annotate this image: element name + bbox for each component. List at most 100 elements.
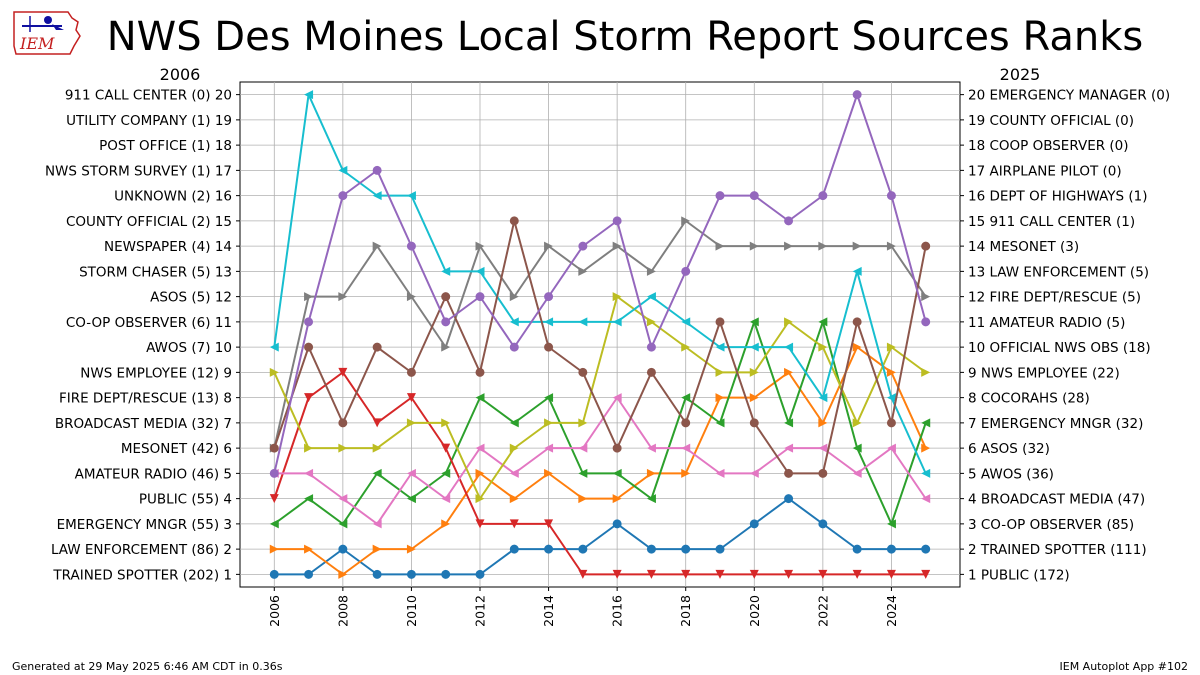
series-4 (269, 393, 931, 529)
data-point (886, 342, 896, 352)
series-7 (269, 90, 931, 478)
data-point (646, 317, 656, 327)
data-point (372, 418, 382, 428)
data-point (304, 443, 314, 453)
data-point (304, 468, 314, 478)
data-point (921, 569, 931, 579)
chart-title: NWS Des Moines Local Storm Report Source… (106, 14, 1144, 60)
data-point (578, 494, 588, 504)
data-point (784, 468, 794, 478)
data-point (406, 569, 416, 579)
series-line (274, 396, 927, 525)
left-rank-label: COUNTY OFFICIAL (2) 15 (66, 214, 232, 230)
data-point (372, 569, 382, 579)
data-point (509, 317, 519, 327)
x-tick-label: 2014 (541, 595, 556, 627)
right-rank-label: 16 DEPT OF HIGHWAYS (1) (968, 189, 1148, 205)
data-point (509, 443, 519, 453)
data-point (784, 342, 794, 352)
data-point (269, 569, 279, 579)
data-point (886, 393, 896, 403)
series-6 (269, 292, 931, 504)
data-point (749, 317, 759, 327)
left-rank-label: LAW ENFORCEMENT (86) 2 (51, 542, 232, 558)
data-point (818, 569, 828, 579)
data-point (578, 266, 588, 276)
series-3 (269, 367, 931, 579)
data-point (646, 266, 656, 276)
data-point (818, 393, 828, 403)
data-point (784, 241, 794, 251)
data-point (852, 266, 862, 276)
data-point (681, 266, 691, 276)
left-axis: TRAINED SPOTTER (202) 1 LAW ENFORCEMENT (… (45, 88, 240, 583)
series-line (273, 371, 926, 576)
data-point (886, 418, 896, 428)
data-point (646, 569, 656, 579)
data-point (338, 165, 348, 175)
data-point (269, 544, 279, 554)
data-point (921, 241, 931, 251)
data-point (646, 292, 656, 302)
data-point (372, 544, 382, 554)
data-point (406, 367, 416, 377)
right-year-label: 2025 (1000, 65, 1041, 84)
data-point (749, 468, 759, 478)
right-rank-label: 18 COOP OBSERVER (0) (968, 138, 1129, 154)
series-0 (269, 494, 931, 579)
data-point (406, 393, 416, 403)
data-point (372, 165, 382, 175)
data-point (475, 292, 485, 302)
left-rank-label: 911 CALL CENTER (0) 20 (65, 88, 232, 104)
data-point (818, 191, 828, 201)
data-point (441, 342, 451, 352)
data-point (269, 494, 279, 504)
data-point (509, 544, 519, 554)
data-point (269, 342, 279, 352)
data-point (852, 544, 862, 554)
data-point (509, 292, 519, 302)
data-point (578, 367, 588, 377)
data-point (612, 241, 622, 251)
right-rank-label: 3 CO-OP OBSERVER (85) (968, 517, 1134, 533)
series-line (273, 295, 927, 500)
data-point (681, 569, 691, 579)
data-point (544, 393, 554, 403)
data-point (304, 292, 314, 302)
data-point (338, 191, 348, 201)
footer-app: IEM Autoplot App #102 (1059, 660, 1189, 673)
right-rank-label: 17 AIRPLANE PILOT (0) (968, 163, 1122, 179)
data-point (441, 494, 451, 504)
x-tick-label: 2006 (267, 595, 282, 627)
data-point (406, 191, 416, 201)
data-point (921, 292, 931, 302)
data-point (818, 519, 828, 529)
data-point (544, 317, 554, 327)
data-point (475, 468, 485, 478)
data-point (749, 393, 759, 403)
data-point (475, 367, 485, 377)
data-point (681, 443, 691, 453)
data-point (681, 317, 691, 327)
data-point (304, 342, 314, 352)
series-line (273, 93, 927, 474)
data-point (578, 241, 588, 251)
data-point (715, 468, 725, 478)
data-point (406, 468, 416, 478)
data-point (818, 241, 828, 251)
data-point (784, 443, 794, 453)
right-rank-label: 8 COCORAHS (28) (968, 391, 1090, 407)
data-point (612, 216, 622, 226)
series-5 (269, 216, 931, 453)
right-rank-label: 4 BROADCAST MEDIA (47) (968, 492, 1145, 508)
data-point (646, 443, 656, 453)
data-point (475, 494, 485, 504)
right-rank-label: 1 PUBLIC (172) (968, 567, 1070, 583)
data-point (338, 292, 348, 302)
left-rank-label: ASOS (5) 12 (150, 290, 232, 306)
data-point (372, 241, 382, 251)
data-point (475, 241, 485, 251)
right-rank-label: 20 EMERGENCY MANAGER (0) (968, 88, 1170, 104)
data-point (784, 367, 794, 377)
data-point (269, 519, 279, 529)
